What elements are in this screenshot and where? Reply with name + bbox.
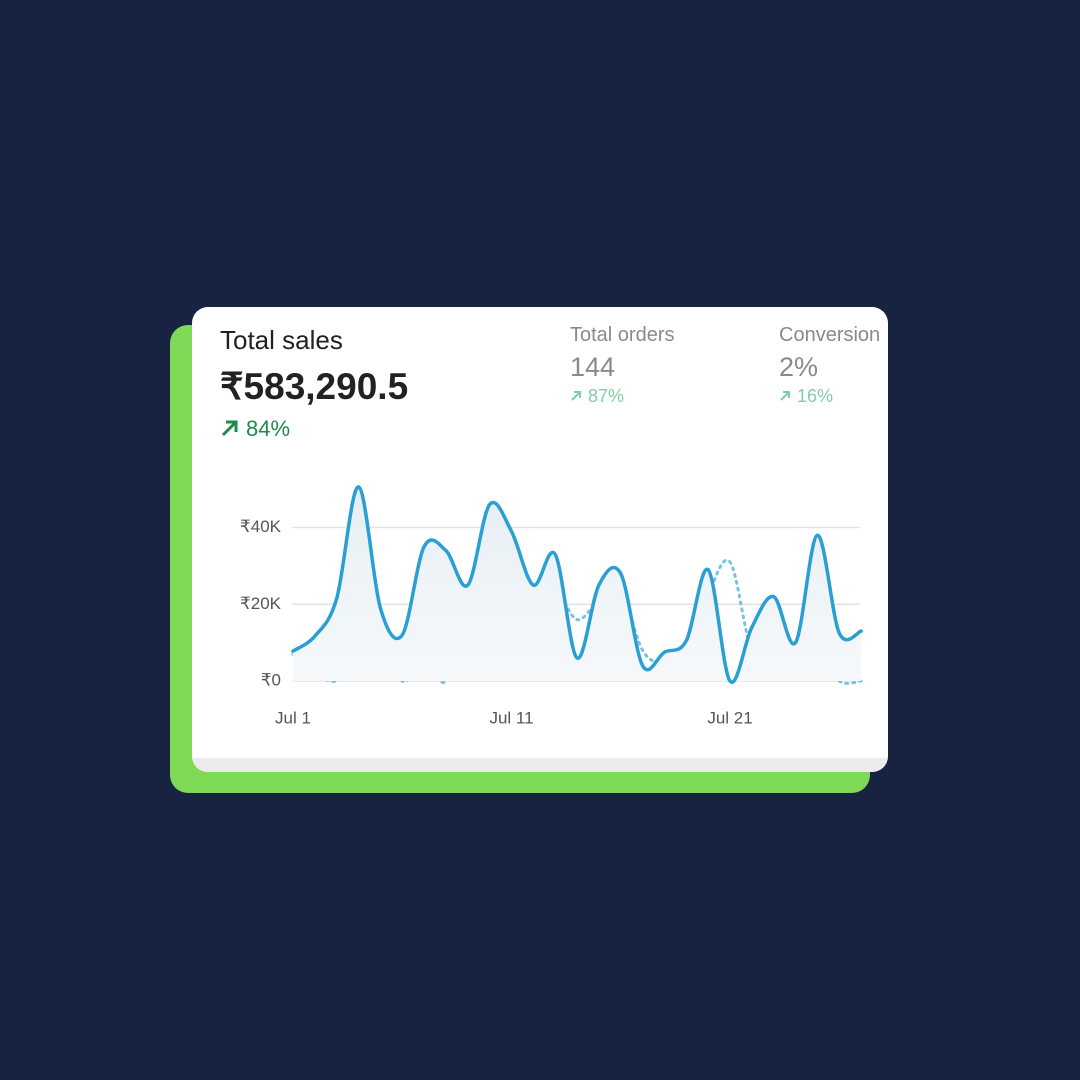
- metric-label: Total orders: [570, 324, 675, 346]
- y-tick-label: ₹0: [261, 670, 281, 689]
- series-line: [291, 485, 863, 684]
- change-text: 16%: [797, 386, 834, 406]
- metric-change: 16%: [779, 386, 833, 407]
- change-text: 87%: [588, 386, 625, 406]
- metric-change: 84%: [220, 416, 290, 442]
- chart: ₹0 ₹20K ₹40K Jul 1 Jul 11 Jul 21: [240, 485, 863, 727]
- metric-value: 144: [570, 352, 616, 382]
- sales-card: Total sales ₹583,290.5 84% Total orders …: [192, 307, 888, 772]
- up-arrow: [780, 391, 790, 401]
- up-arrow: [571, 391, 581, 401]
- change-text: 84%: [246, 416, 291, 441]
- x-tick-label: Jul 1: [275, 708, 311, 727]
- series-area: [293, 486, 862, 683]
- metric-label: Total sales: [220, 325, 343, 355]
- metric-value: 2%: [779, 352, 819, 382]
- metric-change: 87%: [570, 386, 624, 407]
- metric-label: Conversion: [779, 324, 881, 346]
- y-tick-label: ₹40K: [240, 517, 282, 536]
- y-tick-label: ₹20K: [240, 594, 282, 613]
- x-tick-label: Jul 21: [707, 708, 752, 727]
- metric-value: ₹583,290.5: [220, 366, 409, 407]
- x-tick-label: Jul 11: [489, 708, 533, 727]
- up-arrow: [221, 420, 238, 437]
- card-footer: [192, 758, 888, 772]
